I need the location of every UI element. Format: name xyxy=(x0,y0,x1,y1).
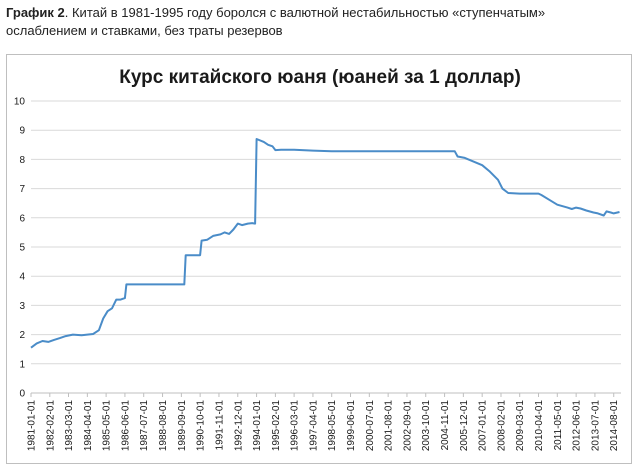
x-tick-label: 2002-09-01 xyxy=(402,400,413,452)
y-tick-label: 1 xyxy=(19,359,25,370)
x-tick-label: 1999-06-01 xyxy=(346,400,357,452)
x-tick-label: 1995-02-01 xyxy=(271,400,282,452)
line-chart: Курс китайского юаня (юаней за 1 доллар)… xyxy=(14,67,621,452)
x-tick-label: 1989-09-01 xyxy=(177,400,188,452)
x-tick-label: 1982-02-01 xyxy=(45,400,56,452)
x-tick-label: 1987-07-01 xyxy=(139,400,150,452)
x-tick-label: 1990-10-01 xyxy=(196,400,207,452)
x-tick-label: 1986-06-01 xyxy=(120,400,131,452)
x-tick-label: 1998-05-01 xyxy=(327,400,338,452)
x-tick-label: 2003-10-01 xyxy=(421,400,432,452)
caption-label: График 2 xyxy=(6,5,65,20)
x-tick-label: 2010-04-01 xyxy=(534,400,545,452)
x-tick-label: 2012-06-01 xyxy=(572,400,583,452)
x-tick-label: 2000-07-01 xyxy=(365,400,376,452)
y-tick-label: 3 xyxy=(19,301,25,312)
y-tick-label: 8 xyxy=(19,155,25,166)
x-tick-label: 2009-03-01 xyxy=(515,400,526,452)
y-tick-label: 0 xyxy=(19,389,25,400)
x-tick-label: 1984-04-01 xyxy=(83,400,94,452)
x-tick-label: 1985-05-01 xyxy=(102,400,113,452)
y-tick-label: 5 xyxy=(19,243,25,254)
x-tick-label: 1991-11-01 xyxy=(214,400,225,451)
y-tick-label: 9 xyxy=(19,126,25,137)
x-tick-label: 2013-07-01 xyxy=(590,400,601,452)
x-tick-label: 1988-08-01 xyxy=(158,400,169,452)
x-tick-label: 2004-11-01 xyxy=(440,400,451,451)
x-tick-label: 2007-01-01 xyxy=(478,400,489,452)
x-tick-label: 2005-12-01 xyxy=(459,400,470,452)
series-layer xyxy=(30,138,620,349)
y-axis-ticks: 0 1 2 3 4 5 6 7 8 9 10 xyxy=(14,97,26,400)
chart-frame: Курс китайского юаня (юаней за 1 доллар)… xyxy=(6,54,632,464)
x-tick-label: 2014-08-01 xyxy=(609,400,620,452)
y-tick-label: 4 xyxy=(19,272,25,283)
grid-lines xyxy=(31,100,621,394)
x-tick-label: 1983-03-01 xyxy=(64,400,75,452)
chart-title: Курс китайского юаня (юаней за 1 доллар) xyxy=(119,67,521,88)
y-tick-label: 2 xyxy=(19,330,25,341)
x-tick-label: 2001-08-01 xyxy=(384,400,395,452)
figure-caption: График 2. Китай в 1981-1995 году боролся… xyxy=(6,4,626,40)
y-tick-label: 6 xyxy=(19,213,25,224)
y-tick-label: 10 xyxy=(14,97,26,108)
x-tick-label: 1996-03-01 xyxy=(290,400,301,452)
x-axis-ticks: 1981-01-01 1982-02-01 1983-03-01 1984-04-01… xyxy=(27,393,620,452)
x-tick-label: 1994-01-01 xyxy=(252,400,263,452)
x-tick-label: 2008-02-01 xyxy=(496,400,507,452)
caption-text: . Китай в 1981-1995 году боролся с валют… xyxy=(6,5,546,38)
x-tick-label: 1981-01-01 xyxy=(27,400,38,452)
x-tick-label: 1997-04-01 xyxy=(308,400,319,452)
y-tick-label: 7 xyxy=(19,184,25,195)
x-tick-label: 1992-12-01 xyxy=(233,400,244,452)
x-tick-label: 2011-05-01 xyxy=(553,400,564,451)
series-line xyxy=(30,138,620,349)
